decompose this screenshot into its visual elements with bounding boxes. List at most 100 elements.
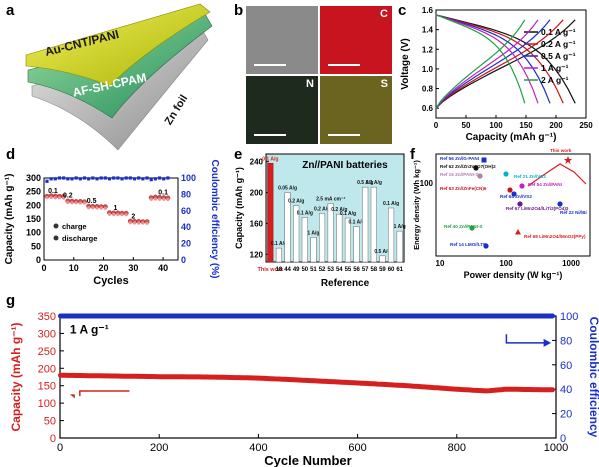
data-point-square	[481, 157, 487, 163]
efficiency-point	[82, 176, 87, 180]
discharge-point	[153, 197, 157, 201]
discharge-curve	[435, 14, 539, 104]
efficiency-point	[99, 176, 103, 180]
discharge-point	[78, 201, 82, 205]
rate-label: 0.1	[158, 189, 168, 196]
x-tick-label: 0	[41, 263, 46, 273]
bar	[379, 255, 386, 263]
point-label: This work	[550, 148, 572, 153]
x-tick-label: 600	[348, 442, 366, 454]
panel-label-d: d	[6, 146, 16, 163]
y-axis-label: Energy density (Wh kg⁻¹)	[412, 160, 421, 250]
efficiency-point	[49, 177, 53, 181]
plot-frame	[435, 153, 591, 257]
efficiency-point	[62, 176, 66, 180]
x-tick-label: 150	[519, 121, 533, 130]
y-tick-label: 350	[38, 311, 56, 323]
efficiency-point	[166, 176, 170, 180]
discharge-curve	[435, 14, 526, 104]
discharge-point	[116, 212, 120, 217]
bar-rate-label: 0.1 A/g	[348, 220, 364, 226]
point-label: Ref 15 Zn//PANI-S	[440, 172, 478, 177]
eds-map-grid: C N S	[246, 6, 392, 148]
y-tick-label: 200	[26, 200, 41, 210]
x-tick-label: 250	[579, 121, 593, 130]
bar	[301, 217, 308, 263]
discharge-point	[107, 212, 112, 216]
bar	[327, 203, 334, 263]
y-tick-label: 0	[36, 255, 41, 265]
panel-label-b: b	[234, 2, 244, 19]
bar	[344, 217, 351, 263]
bar	[293, 205, 300, 263]
bar-rate-label: 0.05 A/g	[278, 186, 297, 192]
legend-charge-label: charge	[62, 222, 87, 231]
y2-tick-label: 60	[181, 206, 191, 216]
y2-tick-label: 80	[181, 189, 191, 199]
point-label: Ref 67 LiMn2O4//LiTi2(PO4)3	[506, 206, 569, 211]
x-tick-label: 44	[284, 267, 291, 273]
efficiency-point	[87, 177, 91, 181]
y-tick-label: 50	[44, 416, 56, 428]
rate-label: 1	[114, 205, 118, 212]
rate-label: 0.2	[63, 193, 73, 200]
discharge-point	[70, 201, 74, 205]
y-tick-label: 300	[38, 328, 56, 340]
legend-charge-marker	[53, 223, 59, 229]
y2-tick-label: 20	[560, 409, 572, 421]
bar	[275, 247, 282, 263]
x-tick-label: 100	[499, 259, 513, 268]
y-tick-label: 150	[26, 214, 41, 224]
efficiency-point	[124, 176, 128, 180]
x-tick-label: 59	[379, 267, 386, 273]
bar-rate-label: 1 A/g	[394, 224, 406, 230]
bar-rate-label: 0.2 A/g	[288, 199, 304, 205]
x-tick-label: 50	[301, 267, 308, 273]
efficiency-point	[137, 176, 141, 180]
charge-curve	[435, 19, 576, 109]
x-tick-label: 56	[353, 267, 360, 273]
efficiency-point	[78, 177, 82, 181]
x-tick-label: 60	[388, 267, 395, 273]
bar-rate-label: 2.5 mA cm⁻²	[316, 196, 345, 202]
discharge-point	[137, 221, 141, 225]
point-label: Ref 40 Zn//PANI-S	[444, 224, 482, 229]
bar-rate-label: 0.2 A/g	[314, 206, 330, 212]
bar-rate-label: 0.1 A/g	[271, 241, 287, 247]
charge-curve	[435, 19, 526, 109]
x-tick-label: 400	[249, 442, 267, 454]
data-point	[483, 243, 489, 249]
x-tick-label: 58	[370, 267, 377, 273]
charge-curve	[435, 19, 564, 109]
x-tick-label: 52	[319, 267, 326, 273]
data-point	[473, 165, 479, 171]
discharge-point	[124, 213, 128, 217]
panel-label-a: a	[6, 2, 15, 19]
discharge-point	[141, 221, 145, 225]
y2-tick-label: 20	[181, 239, 191, 249]
sem-image	[246, 6, 318, 74]
y-tick-label: 250	[38, 346, 56, 358]
data-point	[511, 191, 517, 197]
legend-entry: 1 A g⁻¹	[541, 63, 569, 73]
efficiency-point	[128, 176, 132, 180]
point-label: Ref 54 Zn//PANI	[528, 182, 562, 187]
eds-label-s: S	[380, 78, 388, 90]
panel-label-g: g	[6, 292, 16, 309]
arrow-to-right-axis	[505, 334, 547, 344]
x-tick-label: 0	[434, 121, 439, 130]
point-label: Ref 22 Ni//Bi	[560, 210, 587, 215]
discharge-curve	[435, 14, 564, 104]
y-tick-label: 240	[250, 158, 264, 167]
discharge-point	[74, 201, 78, 205]
point-label: Ref 62 Zn//Zn3V2O7(OH)2	[440, 164, 496, 169]
y2-tick-label: 40	[560, 384, 572, 396]
efficiency-point	[153, 177, 157, 181]
x-tick-label: 50	[462, 121, 471, 130]
x-tick-label: 40	[158, 263, 168, 273]
y-tick-label: 100	[38, 398, 56, 410]
bar-rate-label: 0.1 A/g	[383, 201, 399, 207]
efficiency-point	[162, 177, 166, 181]
efficiency-point	[120, 177, 124, 181]
efficiency-point	[45, 179, 49, 183]
